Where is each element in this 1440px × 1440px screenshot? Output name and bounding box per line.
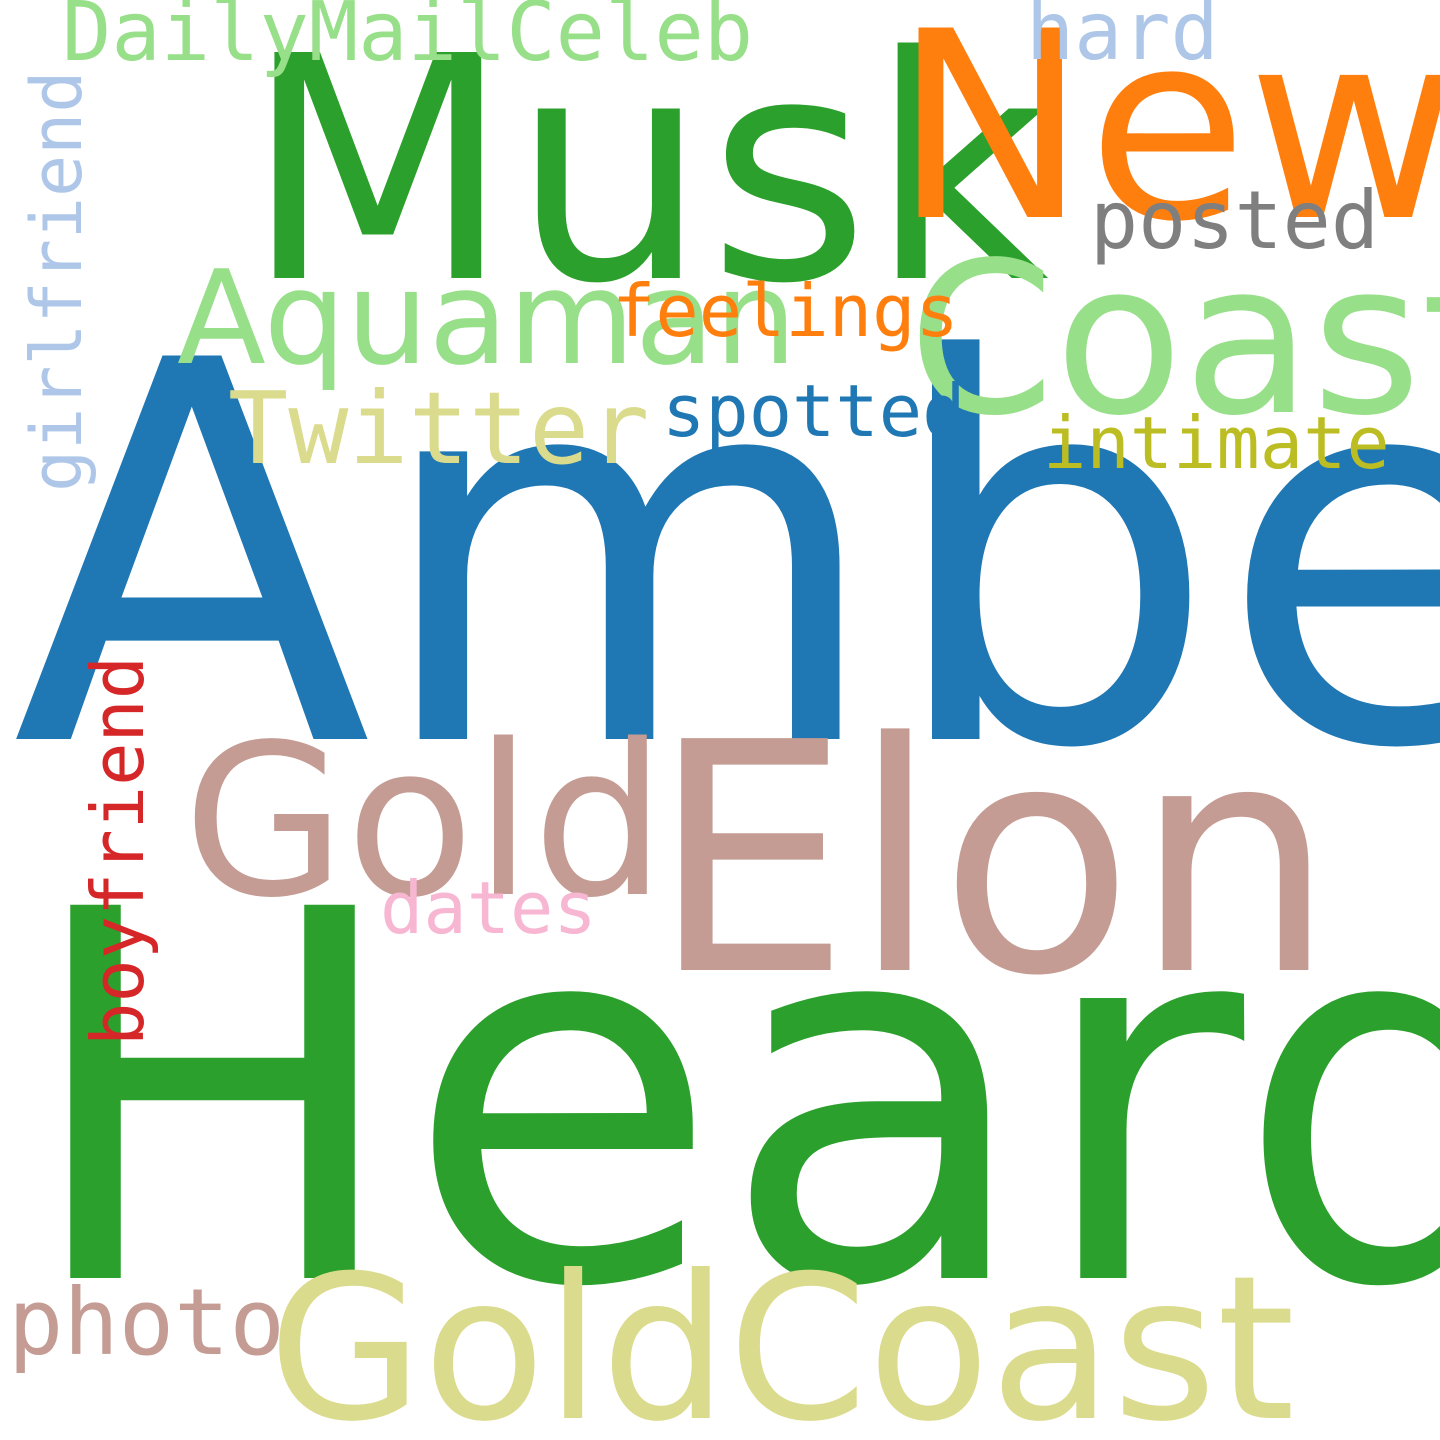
word-girlfriend: girlfriend	[22, 71, 92, 492]
word-hard: hard	[1026, 0, 1219, 72]
word-intimate: intimate	[1043, 407, 1390, 479]
word-spotted: spotted	[662, 375, 965, 447]
word-posted: posted	[1090, 181, 1379, 261]
word-photo: photo	[8, 1277, 285, 1369]
word-goldcoast: GoldCoast	[268, 1250, 1295, 1440]
word-feelings: feelings	[612, 275, 959, 347]
word-dates: dates	[380, 872, 597, 944]
word-twitter: Twitter	[228, 379, 649, 479]
word-boyfriend: boyfriend	[82, 656, 154, 1046]
word-elon: Elon	[650, 701, 1335, 1019]
word-dailymailceleb: DailyMailCeleb	[62, 0, 753, 74]
